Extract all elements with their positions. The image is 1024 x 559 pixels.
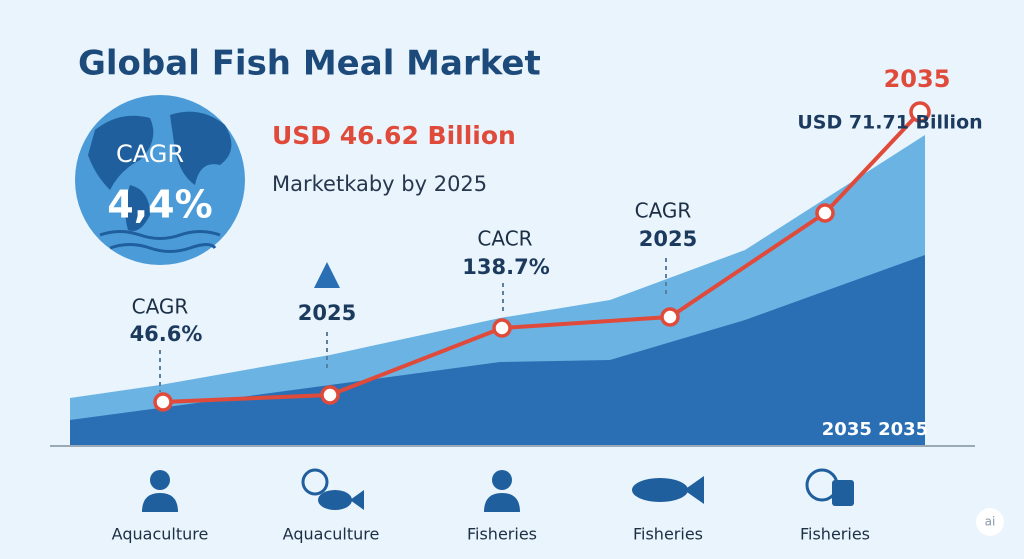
callout-value: 138.7% [462, 255, 549, 279]
segment-label: Aquaculture [112, 525, 209, 544]
globe-value: 4,4% [107, 183, 212, 227]
leaders [159, 258, 667, 392]
trend-line [162, 110, 922, 404]
trend-points [153, 101, 931, 412]
end-value: USD 71.71 Billion [797, 112, 982, 134]
icons [142, 468, 854, 512]
callout-value: 46.6% [130, 322, 203, 346]
sail-icon [314, 262, 340, 288]
segment-label: Fisheries [633, 525, 703, 544]
callout-value: 2025 [298, 301, 356, 325]
title: Global Fish Meal Market [78, 44, 541, 84]
badge-text: ai [985, 515, 996, 529]
callout-label: CAGR [132, 295, 189, 319]
globe-label: CAGR [116, 140, 184, 168]
segment-label: Aquaculture [283, 525, 380, 544]
globe [75, 95, 245, 265]
area-label: 2035 2035 [822, 419, 928, 440]
callout-label: CAGR [635, 199, 692, 223]
end-year: 2035 [884, 65, 951, 93]
segment-label: Fisheries [467, 525, 537, 544]
callout-value: 2025 [639, 227, 697, 251]
badge [976, 508, 1004, 536]
callout-label: CACR [477, 227, 532, 251]
highlight-value: USD 46.62 Billion [272, 121, 516, 150]
segment-label: Fisheries [800, 525, 870, 544]
highlight-subtitle: Marketkaby by 2025 [272, 172, 487, 196]
